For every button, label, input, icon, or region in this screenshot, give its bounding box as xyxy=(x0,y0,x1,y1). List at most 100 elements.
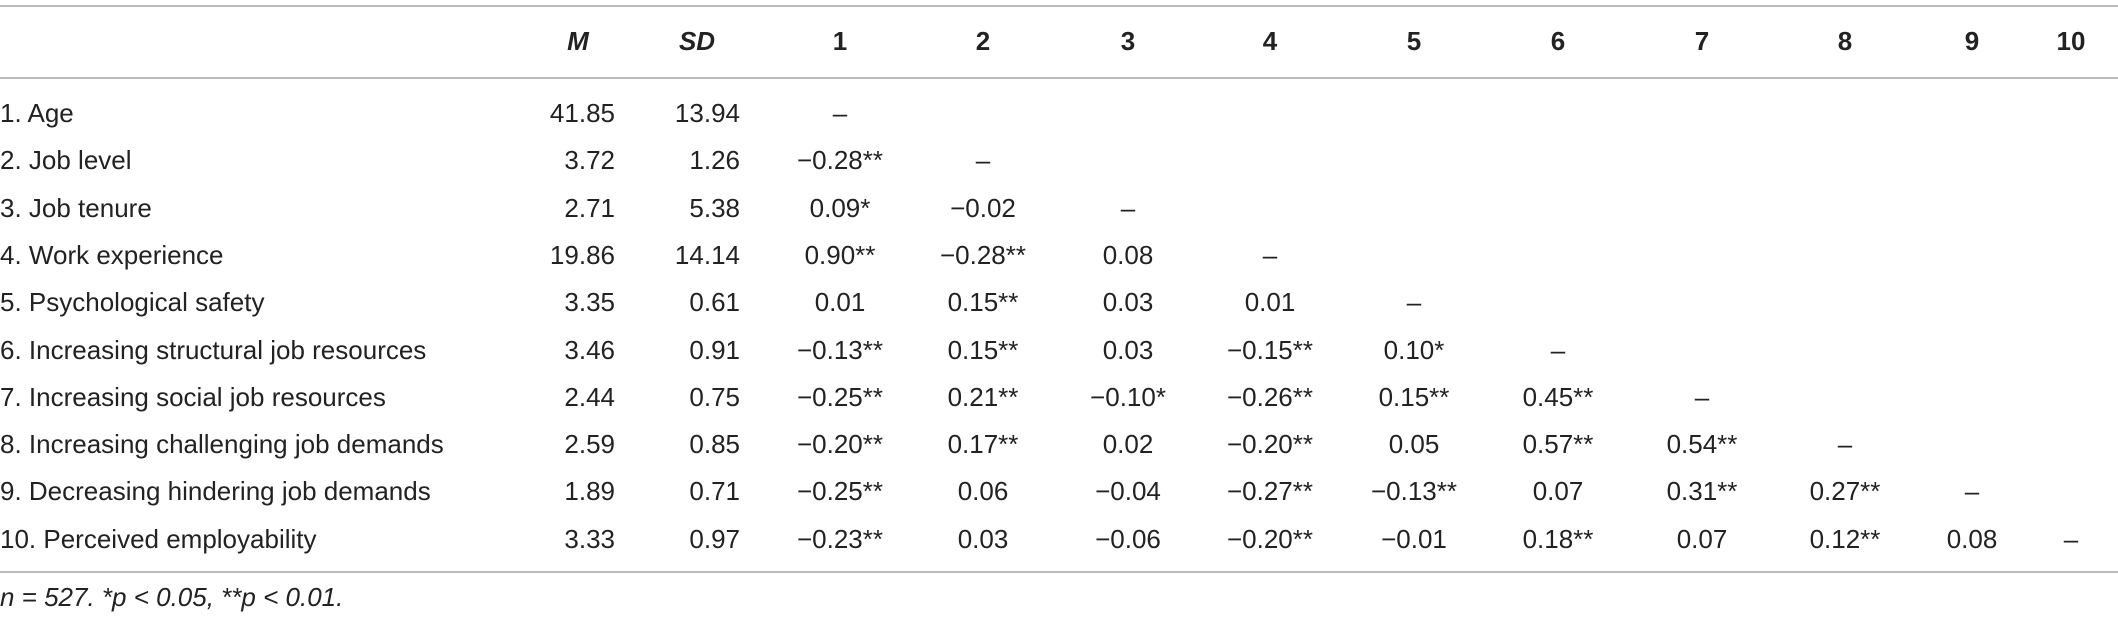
mean: 3.46 xyxy=(564,334,615,365)
correlation: −0.04 xyxy=(1095,476,1161,507)
correlation: 0.01 xyxy=(814,287,866,318)
sd: 0.75 xyxy=(689,381,740,412)
correlation: 0.05 xyxy=(1388,429,1440,460)
sd: 13.94 xyxy=(674,98,740,128)
correlation: 0.90** xyxy=(804,239,876,270)
correlation: −0.25** xyxy=(796,476,884,507)
mean: 2.44 xyxy=(564,381,615,412)
column-header: SD xyxy=(678,26,716,56)
correlation: −0.28** xyxy=(939,239,1027,270)
correlation: – xyxy=(1964,476,1980,507)
correlation: −0.28** xyxy=(796,145,884,176)
row-label: 8. Increasing challenging job demands xyxy=(0,429,444,460)
correlation: 0.06 xyxy=(957,476,1009,507)
correlation: −0.25** xyxy=(796,381,884,412)
bottom-rule xyxy=(0,571,2118,573)
correlation: 0.57** xyxy=(1522,429,1594,460)
correlation: 0.15** xyxy=(947,334,1019,365)
correlation: −0.10* xyxy=(1090,381,1166,412)
header-rule xyxy=(0,77,2118,79)
row-label: 3. Job tenure xyxy=(0,192,152,223)
correlation: −0.13** xyxy=(796,334,884,365)
correlation: – xyxy=(1262,239,1278,270)
column-header: M xyxy=(567,26,589,56)
correlation: −0.01 xyxy=(1381,523,1447,554)
correlation: 0.18** xyxy=(1522,523,1594,554)
correlation: 0.02 xyxy=(1102,429,1154,460)
correlation: 0.21** xyxy=(947,381,1019,412)
correlation: 0.15** xyxy=(947,287,1019,318)
correlation: 0.07 xyxy=(1676,523,1728,554)
sd: 1.26 xyxy=(689,145,740,176)
correlation: 0.08 xyxy=(1946,523,1998,554)
correlation: – xyxy=(1837,429,1853,460)
mean: 2.59 xyxy=(564,429,615,460)
correlation: −0.06 xyxy=(1095,523,1161,554)
correlation: 0.10* xyxy=(1383,334,1445,365)
row-label: 4. Work experience xyxy=(0,239,224,270)
correlation: 0.01 xyxy=(1244,287,1296,318)
column-header: 1 xyxy=(832,26,848,56)
correlation: −0.27** xyxy=(1226,476,1314,507)
correlation: −0.20** xyxy=(1226,429,1314,460)
correlation: 0.03 xyxy=(957,523,1009,554)
top-rule xyxy=(0,5,2118,7)
correlation: −0.20** xyxy=(1226,523,1314,554)
sd: 0.85 xyxy=(689,429,740,460)
correlation: −0.20** xyxy=(796,429,884,460)
column-header: 5 xyxy=(1406,26,1422,56)
correlation: – xyxy=(1120,192,1136,223)
correlation: −0.23** xyxy=(796,523,884,554)
row-label: 7. Increasing social job resources xyxy=(0,381,386,412)
row-label: 9. Decreasing hindering job demands xyxy=(0,476,431,507)
mean: 1.89 xyxy=(564,476,615,507)
mean: 2.71 xyxy=(564,192,615,223)
row-label: 6. Increasing structural job resources xyxy=(0,334,427,365)
sd: 0.97 xyxy=(689,523,740,554)
correlation: – xyxy=(1406,287,1422,318)
correlation: 0.27** xyxy=(1809,476,1881,507)
mean: 19.86 xyxy=(549,239,615,270)
correlation: – xyxy=(832,98,848,128)
correlation: −0.26** xyxy=(1226,381,1314,412)
correlation: 0.07 xyxy=(1532,476,1584,507)
correlation: 0.12** xyxy=(1809,523,1881,554)
sd: 14.14 xyxy=(674,239,740,270)
correlation: 0.03 xyxy=(1102,287,1154,318)
correlation: −0.15** xyxy=(1226,334,1314,365)
correlation: – xyxy=(1694,381,1710,412)
column-header: 6 xyxy=(1550,26,1566,56)
row-label: 10. Perceived employability xyxy=(0,523,317,554)
correlation: −0.02 xyxy=(950,192,1016,223)
row-label: 2. Job level xyxy=(0,145,132,176)
correlation: – xyxy=(975,145,991,176)
correlation: 0.08 xyxy=(1102,239,1154,270)
mean: 3.35 xyxy=(564,287,615,318)
column-header: 8 xyxy=(1837,26,1853,56)
column-header: 9 xyxy=(1964,26,1980,56)
mean: 41.85 xyxy=(549,98,615,128)
column-header: 10 xyxy=(2056,26,2086,56)
column-header: 3 xyxy=(1120,26,1136,56)
correlation: 0.54** xyxy=(1666,429,1738,460)
correlation: 0.31** xyxy=(1666,476,1738,507)
column-header: 4 xyxy=(1262,26,1278,56)
correlation: 0.17** xyxy=(947,429,1019,460)
mean: 3.33 xyxy=(564,523,615,554)
sd: 5.38 xyxy=(689,192,740,223)
row-label: 5. Psychological safety xyxy=(0,287,265,318)
sd: 0.91 xyxy=(689,334,740,365)
sd: 0.61 xyxy=(689,287,740,318)
correlation: 0.03 xyxy=(1102,334,1154,365)
correlation: 0.45** xyxy=(1522,381,1594,412)
correlation: 0.15** xyxy=(1378,381,1450,412)
row-label: 1. Age xyxy=(0,98,74,128)
footnote: n = 527. *p < 0.05, **p < 0.01. xyxy=(0,582,344,612)
column-header: 2 xyxy=(975,26,991,56)
correlation: 0.09* xyxy=(809,192,871,223)
sd: 0.71 xyxy=(689,476,740,507)
correlation: – xyxy=(1550,334,1566,365)
correlation: – xyxy=(2063,523,2079,554)
mean: 3.72 xyxy=(564,145,615,176)
